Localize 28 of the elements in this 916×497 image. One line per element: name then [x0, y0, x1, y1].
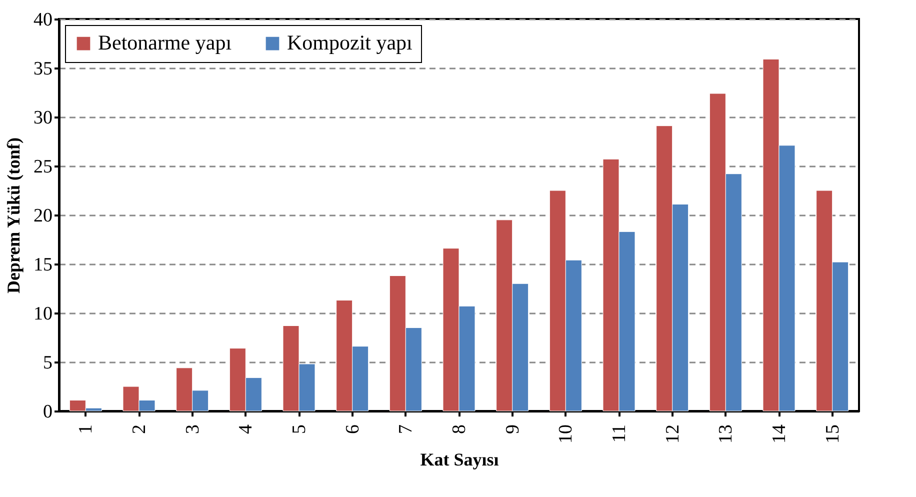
y-tick-label: 20 — [34, 206, 52, 226]
y-tick-label: 10 — [34, 304, 52, 324]
y-tick-label: 5 — [43, 352, 52, 374]
x-tick-label: 13 — [716, 424, 737, 444]
y-axis-title: Deprem Yükü (tonf) — [4, 137, 24, 294]
x-tick-label: 12 — [662, 424, 684, 444]
x-tick-label: 4 — [236, 424, 257, 434]
x-tick-label: 14 — [769, 424, 790, 444]
x-tick-label: 2 — [129, 424, 150, 434]
y-tick-label: 40 — [34, 10, 52, 30]
x-tick-label: 5 — [289, 424, 310, 434]
y-tick-label: 0 — [43, 402, 52, 422]
x-tick-label: 6 — [342, 424, 364, 434]
y-tick-label: 15 — [34, 254, 52, 276]
x-tick-label: 7 — [396, 424, 417, 434]
x-tick-label: 15 — [822, 424, 844, 444]
x-axis-title: Kat Sayısı — [420, 450, 499, 470]
y-tick-label: 25 — [34, 156, 52, 178]
legend-label: Betonarme yapı — [98, 30, 232, 55]
x-tick-label: 9 — [502, 424, 524, 434]
y-tick-label: 35 — [34, 58, 52, 80]
y-tick-label: 30 — [34, 108, 52, 128]
x-tick-label: 11 — [609, 424, 630, 443]
x-tick-label: 10 — [556, 424, 577, 444]
x-tick-label: 8 — [449, 424, 470, 434]
x-tick-label: 1 — [76, 424, 97, 434]
legend-label: Kompozit yapı — [287, 30, 413, 55]
x-tick-label: 3 — [182, 424, 204, 434]
